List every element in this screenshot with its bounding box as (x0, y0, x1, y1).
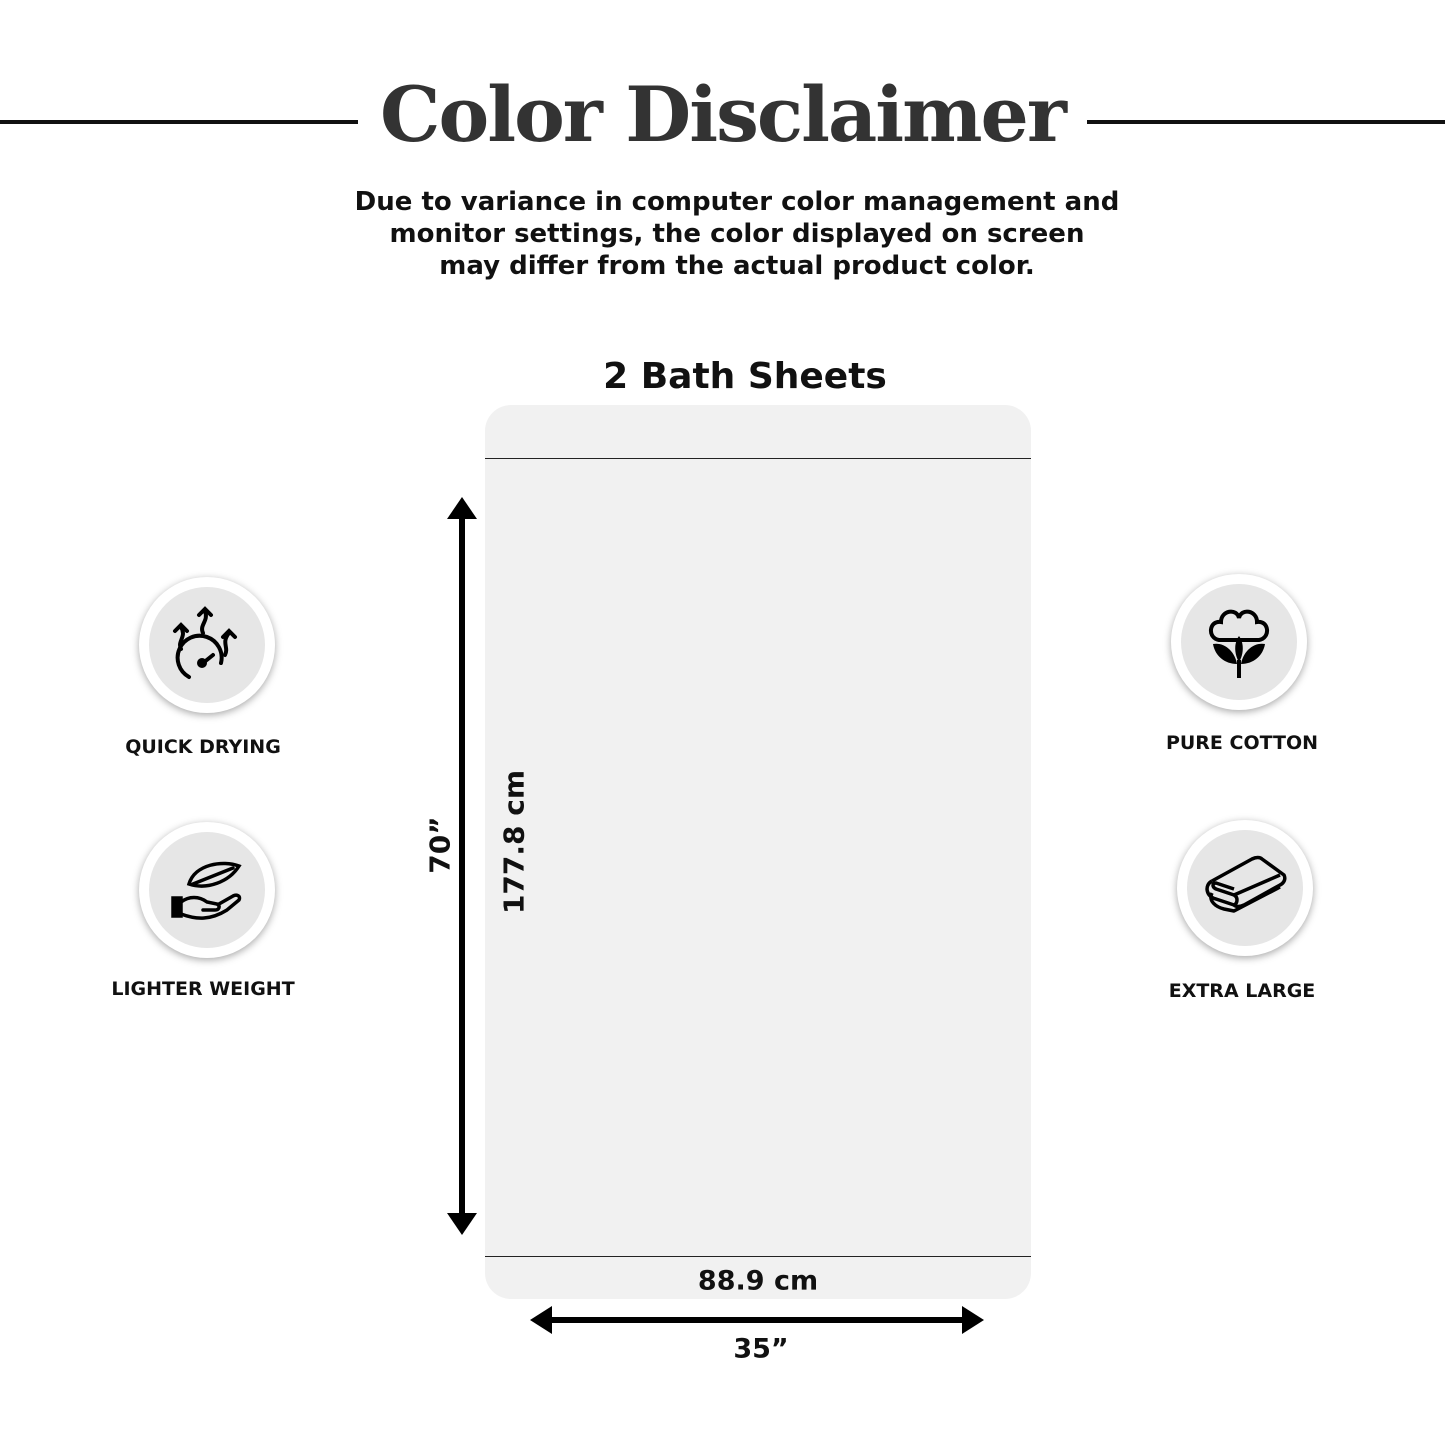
towel-border-bottom (485, 1256, 1031, 1257)
feature-badge-lighter-weight (139, 822, 275, 958)
page-title: Color Disclaimer (358, 70, 1087, 159)
product-title: 2 Bath Sheets (603, 356, 887, 397)
height-cm: 177.8 cm (497, 769, 531, 915)
cotton-flower-icon (1209, 609, 1269, 678)
disclaimer-text: Due to variance in computer color manage… (337, 186, 1137, 282)
feature-label: LIGHTER WEIGHT (111, 978, 295, 1000)
feature-hand-icon (171, 861, 242, 920)
towel-illustration (485, 405, 1031, 1299)
disclaimer-line: monitor settings, the color displayed on… (389, 219, 1085, 249)
disclaimer-line: may differ from the actual product color… (439, 251, 1035, 281)
feature-badge-quick-drying (139, 577, 275, 713)
feature-label: PURE COTTON (1165, 732, 1319, 754)
width-arrow (530, 1306, 984, 1334)
title-rule-right (1047, 120, 1445, 124)
disclaimer-line: Due to variance in computer color manage… (354, 187, 1120, 217)
quick-drying-gauge-icon (173, 606, 237, 679)
title-rule-left (0, 120, 398, 124)
width-inches: 35” (733, 1333, 789, 1365)
width-cm: 88.9 cm (697, 1265, 819, 1297)
feature-label: QUICK DRYING (125, 736, 281, 758)
towel-border-top (485, 458, 1031, 459)
height-arrow (447, 497, 477, 1235)
feature-badge-pure-cotton (1171, 574, 1307, 710)
feature-label: EXTRA LARGE (1168, 980, 1316, 1002)
height-inches: 70” (423, 816, 457, 874)
folded-towel-icon (1205, 855, 1287, 913)
feature-badge-extra-large (1177, 820, 1313, 956)
